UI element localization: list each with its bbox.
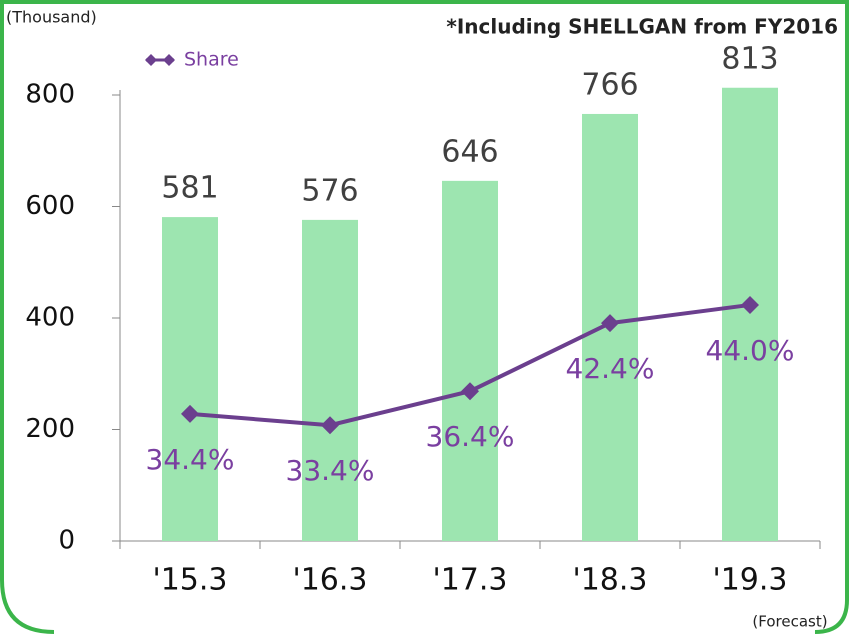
bar-value-label: 646 bbox=[441, 134, 498, 169]
y-tick-label: 0 bbox=[58, 526, 75, 556]
legend-label: Share bbox=[184, 49, 239, 71]
share-marker bbox=[601, 314, 619, 333]
x-tick-label: '15.3 bbox=[152, 563, 227, 598]
bar-value-label: 576 bbox=[301, 173, 358, 208]
note: *Including SHELLGAN from FY2016 bbox=[446, 15, 838, 39]
x-tick-label: '19.3 bbox=[712, 563, 787, 598]
bar-value-label: 581 bbox=[161, 171, 218, 206]
legend-marker bbox=[163, 54, 175, 66]
bar bbox=[162, 217, 218, 541]
y-tick-label: 400 bbox=[25, 303, 75, 333]
share-marker bbox=[181, 404, 199, 423]
bar bbox=[722, 87, 778, 541]
share-value-label: 42.4% bbox=[566, 352, 655, 385]
y-tick-label: 200 bbox=[25, 414, 75, 444]
forecast-note: (Forecast) bbox=[752, 613, 827, 631]
legend-marker bbox=[145, 54, 157, 66]
share-value-label: 44.0% bbox=[706, 334, 795, 367]
unit-label: (Thousand) bbox=[6, 8, 97, 27]
x-tick-label: '17.3 bbox=[432, 563, 507, 598]
share-value-label: 36.4% bbox=[426, 420, 515, 453]
share-marker bbox=[321, 416, 339, 435]
bar bbox=[442, 180, 498, 542]
x-tick-label: '16.3 bbox=[292, 563, 367, 598]
share-value-label: 33.4% bbox=[286, 454, 375, 487]
bar-value-label: 813 bbox=[721, 41, 778, 76]
share-value-label: 34.4% bbox=[146, 443, 235, 476]
y-tick-label: 600 bbox=[25, 191, 75, 221]
y-tick-label: 800 bbox=[25, 80, 75, 110]
bar-value-label: 766 bbox=[581, 67, 638, 102]
share-marker bbox=[461, 382, 479, 401]
x-tick-label: '18.3 bbox=[572, 563, 647, 598]
bar bbox=[302, 219, 358, 541]
share-marker bbox=[741, 295, 759, 314]
